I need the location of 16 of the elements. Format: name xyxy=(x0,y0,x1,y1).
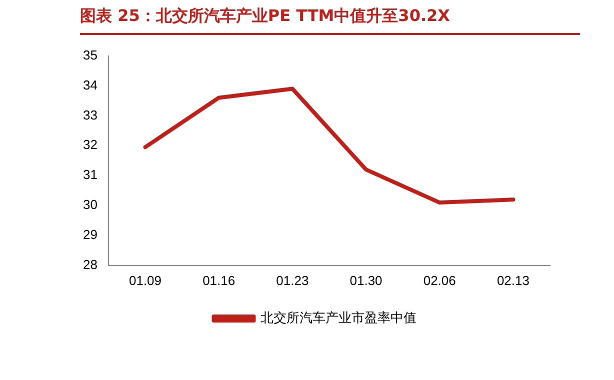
x-tick-label: 01.16 xyxy=(202,272,236,288)
y-tick-label: 30 xyxy=(82,197,98,212)
y-tick-label: 31 xyxy=(82,167,98,182)
x-tick-label: 01.30 xyxy=(350,272,382,288)
y-tick-label: 32 xyxy=(82,137,98,152)
x-tick-label: 02.06 xyxy=(423,272,456,288)
chart-title: 图表 25：北交所汽车产业PE TTM中值升至30.2X xyxy=(80,6,580,35)
x-tick-label: 02.13 xyxy=(496,272,530,288)
y-tick-label: 34 xyxy=(82,77,98,92)
y-tick-label: 29 xyxy=(82,227,98,242)
y-tick-label: 35 xyxy=(82,47,98,62)
x-tick-label: 01.23 xyxy=(276,272,309,288)
y-tick-label: 28 xyxy=(82,256,98,272)
x-tick-label: 01.09 xyxy=(128,272,162,288)
y-tick-label: 33 xyxy=(82,107,98,122)
legend-label: 北交所汽车产业市盈率中值 xyxy=(260,310,416,326)
